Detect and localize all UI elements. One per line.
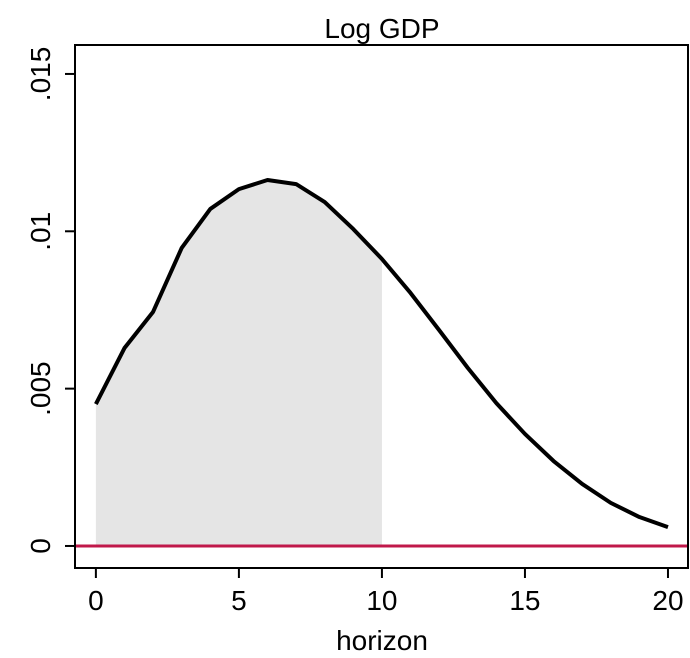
x-tick-label: 10: [366, 585, 397, 616]
y-tick-label: .005: [25, 361, 56, 416]
shaded-area: [95, 179, 382, 546]
y-tick-label: 0: [25, 538, 56, 554]
x-axis-label: horizon: [336, 625, 428, 656]
x-tick-label: 20: [652, 585, 683, 616]
y-tick-label: .015: [25, 47, 56, 102]
x-tick-label: 15: [509, 585, 540, 616]
x-tick-label: 5: [231, 585, 247, 616]
line: [94, 177, 669, 529]
x-tick-label: 0: [88, 585, 104, 616]
chart-title: Log GDP: [324, 13, 439, 44]
y-tick-label: .01: [25, 212, 56, 251]
